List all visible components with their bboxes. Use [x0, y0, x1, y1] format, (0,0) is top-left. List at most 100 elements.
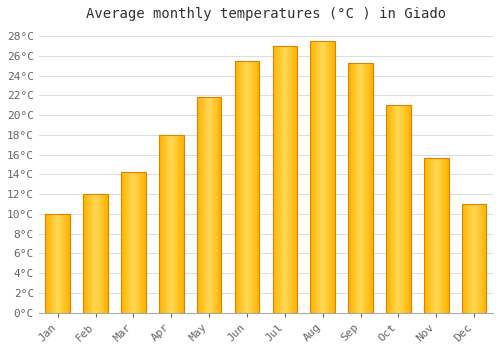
- Bar: [167, 135, 168, 313]
- Bar: [444, 158, 445, 313]
- Bar: [317, 41, 318, 313]
- Bar: [134, 173, 136, 313]
- Bar: [201, 97, 202, 313]
- Bar: [357, 63, 358, 313]
- Bar: [392, 105, 393, 313]
- Bar: [288, 46, 289, 313]
- Bar: [129, 173, 130, 313]
- Bar: [316, 41, 317, 313]
- Bar: [290, 46, 291, 313]
- Bar: [274, 46, 275, 313]
- Bar: [249, 61, 250, 313]
- Bar: [255, 61, 256, 313]
- Bar: [400, 105, 401, 313]
- Bar: [352, 63, 353, 313]
- Bar: [406, 105, 407, 313]
- Bar: [172, 135, 173, 313]
- Bar: [476, 204, 477, 313]
- Bar: [220, 97, 221, 313]
- Bar: [318, 41, 319, 313]
- Bar: [68, 214, 69, 313]
- Bar: [390, 105, 391, 313]
- Bar: [46, 214, 48, 313]
- Bar: [58, 214, 59, 313]
- Bar: [138, 173, 139, 313]
- Bar: [389, 105, 390, 313]
- Bar: [54, 214, 56, 313]
- Bar: [124, 173, 125, 313]
- Bar: [103, 194, 104, 313]
- Bar: [443, 158, 444, 313]
- Bar: [428, 158, 429, 313]
- Bar: [53, 214, 54, 313]
- Bar: [250, 61, 252, 313]
- Bar: [368, 63, 369, 313]
- Bar: [462, 204, 463, 313]
- Bar: [388, 105, 389, 313]
- Bar: [349, 63, 350, 313]
- Bar: [49, 214, 50, 313]
- Bar: [369, 63, 370, 313]
- Bar: [51, 214, 52, 313]
- Bar: [208, 97, 209, 313]
- Bar: [397, 105, 398, 313]
- Bar: [214, 97, 216, 313]
- Bar: [350, 63, 352, 313]
- Bar: [106, 194, 108, 313]
- Bar: [426, 158, 427, 313]
- Bar: [353, 63, 354, 313]
- Bar: [180, 135, 181, 313]
- Bar: [276, 46, 277, 313]
- Bar: [133, 173, 134, 313]
- Bar: [480, 204, 481, 313]
- Bar: [242, 61, 244, 313]
- Bar: [464, 204, 465, 313]
- Bar: [332, 41, 333, 313]
- Bar: [272, 46, 273, 313]
- Bar: [132, 173, 133, 313]
- Bar: [427, 158, 428, 313]
- Bar: [327, 41, 328, 313]
- Bar: [325, 41, 326, 313]
- Bar: [324, 41, 325, 313]
- Bar: [217, 97, 218, 313]
- Bar: [364, 63, 365, 313]
- Bar: [434, 158, 435, 313]
- Bar: [168, 135, 169, 313]
- Bar: [365, 63, 366, 313]
- Title: Average monthly temperatures (°C ) in Giado: Average monthly temperatures (°C ) in Gi…: [86, 7, 446, 21]
- Bar: [239, 61, 240, 313]
- Bar: [478, 204, 479, 313]
- Bar: [446, 158, 448, 313]
- Bar: [477, 204, 478, 313]
- Bar: [170, 135, 172, 313]
- Bar: [92, 194, 93, 313]
- Bar: [213, 97, 214, 313]
- Bar: [355, 63, 356, 313]
- Bar: [405, 105, 406, 313]
- Bar: [466, 204, 468, 313]
- Bar: [216, 97, 217, 313]
- Bar: [161, 135, 162, 313]
- Bar: [280, 46, 281, 313]
- Bar: [329, 41, 330, 313]
- Bar: [258, 61, 260, 313]
- Bar: [360, 63, 361, 313]
- Bar: [333, 41, 334, 313]
- Bar: [435, 158, 436, 313]
- Bar: [370, 63, 371, 313]
- Bar: [96, 194, 97, 313]
- Bar: [257, 61, 258, 313]
- Bar: [363, 63, 364, 313]
- Bar: [65, 214, 66, 313]
- Bar: [334, 41, 335, 313]
- Bar: [181, 135, 182, 313]
- Bar: [66, 214, 67, 313]
- Bar: [485, 204, 486, 313]
- Bar: [404, 105, 405, 313]
- Bar: [424, 158, 425, 313]
- Bar: [137, 173, 138, 313]
- Bar: [408, 105, 409, 313]
- Bar: [437, 158, 438, 313]
- Bar: [465, 204, 466, 313]
